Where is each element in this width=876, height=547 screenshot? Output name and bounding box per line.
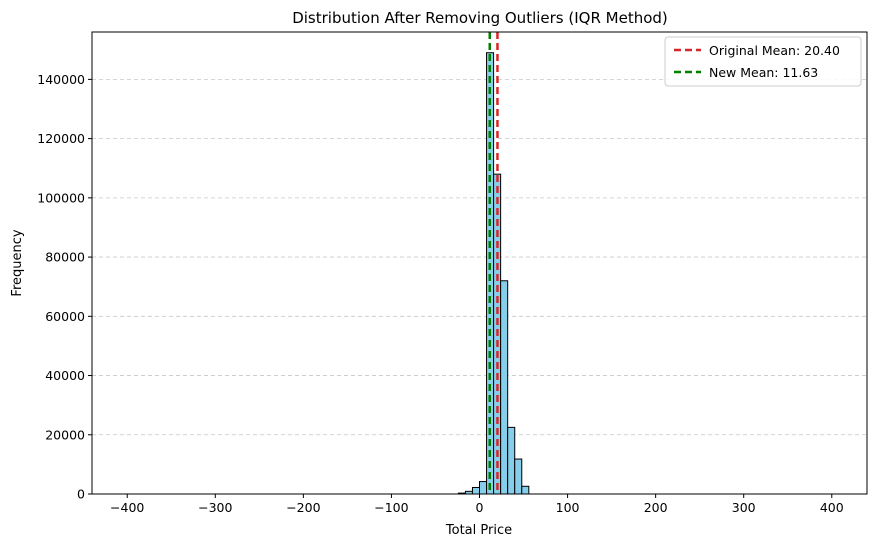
x-tick-label: −200 (286, 500, 320, 515)
histogram-bar (507, 426, 516, 495)
x-tick-label: 300 (732, 500, 756, 515)
y-axis-ticks: 0 20000 40000 60000 80000 100000 120000 140000 (37, 72, 92, 502)
histogram-bar (471, 486, 481, 495)
x-tick-label: −300 (198, 500, 232, 515)
y-tick-label: 120000 (37, 131, 85, 146)
y-grid (92, 78, 867, 436)
x-axis-label: Total Price (445, 523, 512, 538)
x-tick-label: 400 (820, 500, 844, 515)
mean-lines (488, 32, 499, 494)
y-tick-label: 100000 (37, 190, 85, 205)
y-tick-label: 20000 (45, 427, 85, 442)
x-tick-label: 100 (556, 500, 580, 515)
legend-frame (664, 36, 862, 87)
x-tick-label: 200 (644, 500, 668, 515)
x-tick-label: −100 (374, 500, 408, 515)
legend-label-new-mean: New Mean: 11.63 (709, 65, 818, 80)
plot-frame (91, 31, 868, 495)
x-axis-ticks: −400 −300 −200 −100 0 100 200 300 400 (110, 494, 844, 515)
x-tick-label: 0 (476, 500, 484, 515)
chart-title: Distribution After Removing Outliers (IQ… (292, 9, 668, 27)
y-tick-label: 40000 (45, 368, 85, 383)
histogram-bars (457, 52, 530, 495)
y-tick-label: 80000 (45, 250, 85, 265)
legend: Original Mean: 20.40 New Mean: 11.63 (664, 36, 862, 87)
histogram-bar (521, 485, 530, 495)
legend-label-original-mean: Original Mean: 20.40 (709, 43, 840, 58)
y-axis-label: Frequency (10, 229, 25, 296)
x-tick-label: −400 (110, 500, 144, 515)
histogram-bar (514, 458, 523, 495)
histogram-bar (500, 280, 509, 495)
y-tick-label: 60000 (45, 309, 85, 324)
histogram-bar (486, 52, 495, 495)
histogram-bar (479, 481, 488, 495)
y-tick-label: 140000 (37, 72, 85, 87)
y-tick-label: 0 (77, 487, 85, 502)
